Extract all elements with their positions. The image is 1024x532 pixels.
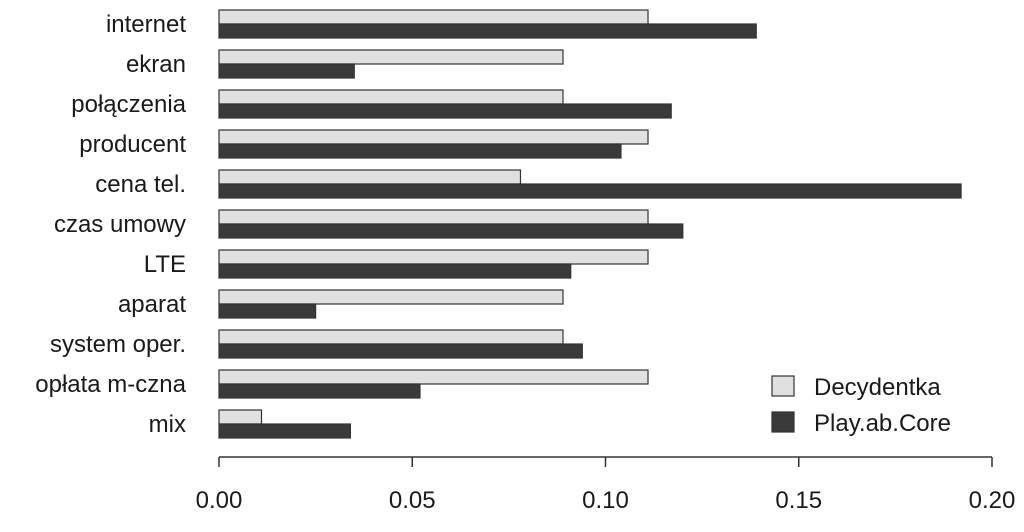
legend: Decydentka Play.ab.Core	[771, 374, 951, 437]
category-label-ekran: ekran	[126, 51, 186, 78]
bar-internet-decydentka	[218, 9, 649, 25]
x-axis: 0.00 0.05 0.10 0.15 0.20	[196, 456, 1016, 514]
bar-mix-decydentka	[218, 409, 263, 425]
legend-label-decydentka: Decydentka	[814, 374, 941, 401]
bar-cena-tel-decydentka	[218, 169, 522, 185]
category-label-producent: producent	[79, 131, 186, 158]
bar-lte-decydentka	[218, 249, 649, 265]
category-label-czas-umowy: czas umowy	[54, 211, 186, 238]
category-label-system-oper: system oper.	[50, 331, 186, 358]
bar-opłata-m-czna-play-ab-core	[218, 383, 421, 399]
category-label-aparat: aparat	[118, 291, 186, 318]
bar-producent-play-ab-core	[218, 143, 622, 159]
legend-label-play-ab-core: Play.ab.Core	[814, 410, 951, 437]
bar-mix-play-ab-core	[218, 423, 352, 439]
category-label-mix: mix	[149, 411, 186, 438]
x-tick-label: 0.00	[196, 487, 243, 514]
x-tick-label: 0.10	[582, 487, 629, 514]
bar-połączenia-play-ab-core	[218, 103, 672, 119]
category-label-opłata-m-czna: opłata m-czna	[35, 371, 186, 398]
bar-lte-play-ab-core	[218, 263, 572, 279]
bar-czas-umowy-decydentka	[218, 209, 649, 225]
category-label-lte: LTE	[144, 251, 186, 278]
legend-swatch-decydentka	[771, 375, 795, 397]
x-tick-label: 0.20	[969, 487, 1016, 514]
category-labels: internet ekran połączenia producent cena tel…	[35, 11, 186, 438]
bar-system-oper-decydentka	[218, 329, 564, 345]
category-label-internet: internet	[106, 11, 186, 38]
bar-połączenia-decydentka	[218, 89, 564, 105]
bar-internet-play-ab-core	[218, 23, 757, 39]
bar-ekran-decydentka	[218, 49, 564, 65]
bar-system-oper-play-ab-core	[218, 343, 583, 359]
bars-group	[218, 9, 962, 439]
bar-cena-tel-play-ab-core	[218, 183, 962, 199]
bar-producent-decydentka	[218, 129, 649, 145]
bar-ekran-play-ab-core	[218, 63, 355, 79]
category-label-cena-tel: cena tel.	[95, 171, 186, 198]
category-label-połączenia: połączenia	[71, 91, 186, 118]
legend-swatch-play-ab-core	[771, 411, 795, 433]
x-tick-label: 0.05	[389, 487, 436, 514]
bar-opłata-m-czna-decydentka	[218, 369, 649, 385]
bar-aparat-decydentka	[218, 289, 564, 305]
bar-aparat-play-ab-core	[218, 303, 317, 319]
bar-czas-umowy-play-ab-core	[218, 223, 684, 239]
x-tick-label: 0.15	[775, 487, 822, 514]
